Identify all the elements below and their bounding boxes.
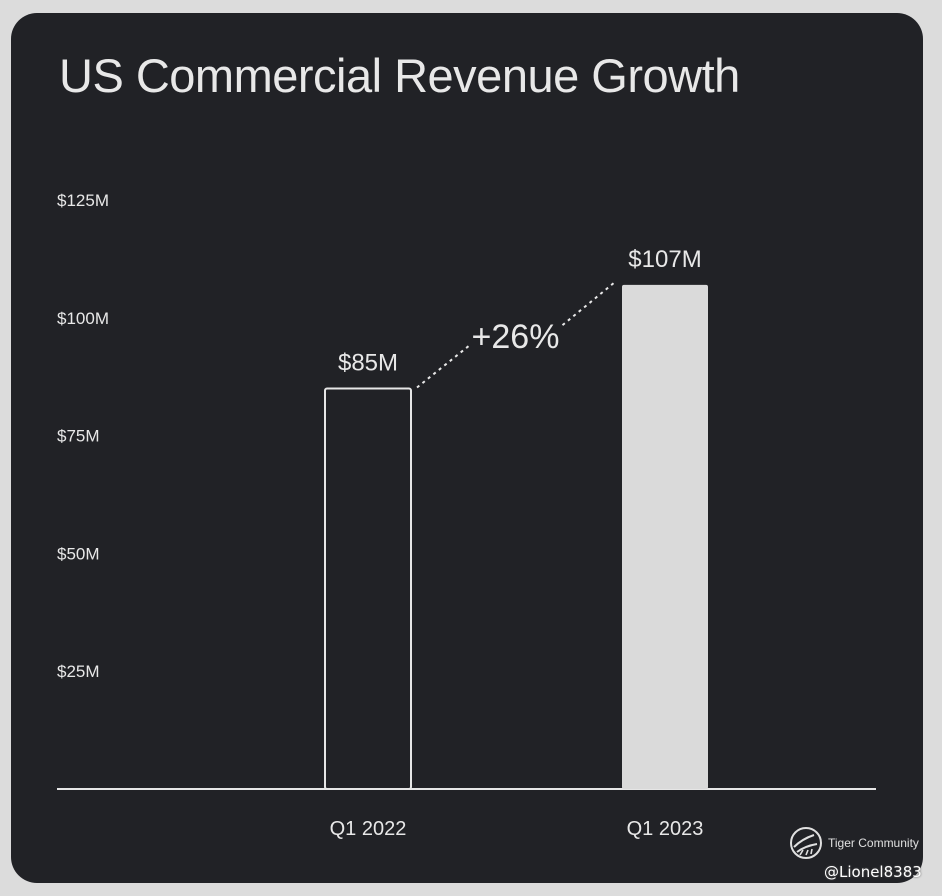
growth-connector-left (416, 345, 470, 389)
y-tick-label: $125M (57, 191, 109, 210)
bar-value-label: $107M (628, 246, 701, 273)
brand-badge: Tiger Community (788, 826, 928, 860)
bar-value-label: $85M (338, 349, 398, 376)
brand-name: Tiger Community (828, 836, 919, 850)
bar-q1-2023 (622, 284, 708, 789)
chart-card (11, 13, 923, 883)
y-tick-label: $100M (57, 309, 109, 328)
x-tick-label: Q1 2022 (330, 818, 407, 840)
y-tick-label: $25M (57, 662, 100, 681)
growth-annotation: +26% (472, 318, 560, 356)
chart-title: US Commercial Revenue Growth (59, 49, 740, 102)
bar-q1-2022 (324, 387, 412, 790)
y-tick-label: $75M (57, 427, 100, 446)
tiger-logo-icon (790, 827, 822, 859)
y-tick-label: $50M (57, 544, 100, 563)
growth-connector-right (561, 282, 615, 326)
x-tick-label: Q1 2023 (627, 818, 704, 840)
watermark-handle: @Lionel8383 (824, 863, 922, 881)
